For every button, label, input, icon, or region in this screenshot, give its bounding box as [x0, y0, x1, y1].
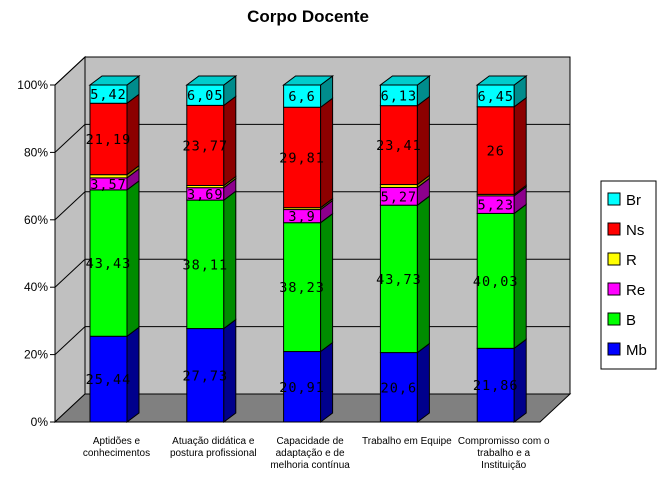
- x-tick-label: Compromisso com o trabalho e a Instituição: [458, 436, 550, 471]
- x-tick-label: Atuação didática e postura profissional: [170, 436, 257, 459]
- data-label: 21,86: [473, 378, 519, 394]
- bar-stack: 27,73 38,11 3,69 23,77 6,05: [182, 75, 238, 423]
- legend-swatch-r: [607, 252, 621, 266]
- legend-label: Ns: [626, 222, 644, 239]
- legend-label: Mb: [626, 342, 647, 359]
- legend-label: B: [626, 312, 636, 329]
- data-label: 23,41: [376, 138, 422, 154]
- data-label: 29,81: [279, 150, 325, 166]
- bar-segment-ns: [476, 106, 515, 195]
- data-label: 6,05: [187, 88, 224, 104]
- bar-stack: 20,6 43,73 5,27 23,41 6,13: [376, 75, 431, 423]
- legend-box: [600, 180, 657, 370]
- legend: Br Ns R Re B Mb: [600, 180, 657, 370]
- y-tick-label: 0%: [31, 415, 49, 429]
- data-label: 3,9: [288, 209, 315, 225]
- legend-label: R: [626, 252, 637, 269]
- x-axis-labels: Aptidões e conhecimentos Atuação didática …: [83, 436, 550, 471]
- legend-label: Br: [626, 192, 641, 209]
- legend-swatch-re: [607, 282, 621, 296]
- bar-segment-ns: [283, 106, 322, 209]
- data-label: 5,23: [477, 198, 514, 214]
- x-tick-label: Capacidade de adaptação e de melhoria cont…: [270, 436, 350, 471]
- data-label: 5,27: [381, 189, 418, 205]
- chart-title: Corpo Docente: [247, 7, 369, 26]
- data-label: 25,44: [86, 372, 132, 388]
- bar-segment-ns: [379, 105, 418, 186]
- legend-swatch-mb: [607, 342, 621, 356]
- y-axis: 0% 20% 40% 60% 80% 100%: [17, 78, 56, 429]
- bar-segment-b: [283, 222, 322, 353]
- x-tick-label: Trabalho em Equipe: [362, 436, 452, 447]
- bar-segment-ns: [89, 102, 128, 176]
- data-label: 40,03: [473, 274, 519, 290]
- data-label: 3,69: [187, 187, 224, 203]
- data-label: 6,45: [477, 89, 514, 105]
- side-wall: [54, 55, 86, 424]
- bar-top: [282, 75, 335, 86]
- y-tick-label: 20%: [24, 348, 48, 362]
- bar-stack: 20,91 38,23 3,9 29,81 6,6: [279, 75, 335, 423]
- bar-top: [185, 75, 238, 86]
- data-label: 43,73: [376, 272, 422, 288]
- legend-swatch-br: [607, 192, 621, 206]
- gridline-side: [54, 124, 86, 153]
- bar-stack: 21,86 40,03 5,23 26 6,45: [473, 75, 528, 423]
- gridline-side: [54, 56, 86, 86]
- gridline-side: [54, 326, 86, 355]
- data-label: 23,77: [182, 138, 228, 154]
- x-tick-label: Aptidões e conhecimentos: [83, 436, 150, 459]
- y-tick-label: 100%: [17, 78, 48, 92]
- data-label: 26: [487, 144, 505, 160]
- gridline-side: [54, 258, 86, 288]
- y-tick-label: 60%: [24, 213, 48, 227]
- bar-top: [88, 75, 141, 86]
- data-label: 20,91: [279, 380, 325, 396]
- data-label: 21,19: [86, 132, 132, 148]
- data-label: 27,73: [182, 368, 228, 384]
- bars: 25,44 43,43 3,57 21,19 5,42 27,73 38,11 3,69 23,…: [86, 75, 528, 423]
- bar-segment-side: [513, 96, 527, 196]
- bar-segment-ns: [186, 104, 225, 186]
- legend-label: Re: [626, 282, 645, 299]
- data-label: 6,13: [381, 88, 418, 104]
- legend-swatch-ns: [607, 222, 621, 236]
- data-label: 20,6: [381, 380, 418, 396]
- bar-segment-mb: [379, 352, 418, 423]
- y-tick-label: 40%: [24, 280, 48, 294]
- data-label: 6,6: [288, 89, 315, 105]
- bar-stack: 25,44 43,43 3,57 21,19 5,42: [86, 75, 141, 423]
- bar-segment-b: [379, 204, 418, 354]
- gridline-side: [54, 191, 86, 221]
- y-tick-label: 80%: [24, 145, 48, 159]
- bar-top: [475, 75, 528, 86]
- bar-segment-side: [416, 342, 430, 423]
- data-label: 43,43: [86, 256, 132, 272]
- data-label: 5,42: [90, 87, 127, 103]
- bar-segment-b: [186, 199, 225, 330]
- data-label: 38,23: [279, 280, 325, 296]
- bar-segment-b: [476, 212, 515, 349]
- bar-segment-mb: [186, 328, 225, 423]
- legend-swatch-b: [607, 312, 621, 326]
- bar-segment-b: [89, 189, 128, 337]
- data-label: 3,57: [90, 177, 127, 193]
- data-label: 38,11: [182, 257, 228, 273]
- bar-top: [378, 75, 431, 86]
- bar-segment-mb: [283, 351, 322, 423]
